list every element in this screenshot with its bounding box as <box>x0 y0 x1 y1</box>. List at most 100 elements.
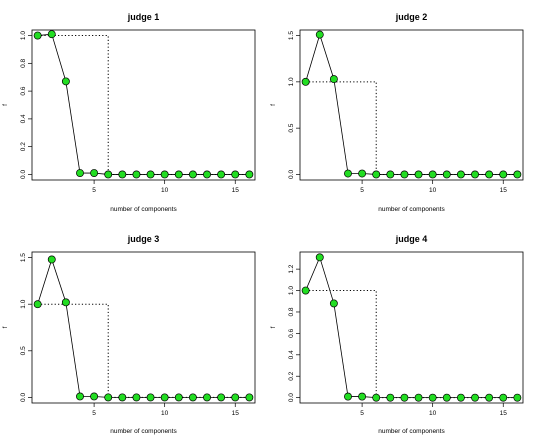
data-point <box>203 393 211 402</box>
data-point <box>160 393 169 402</box>
series-line <box>305 256 518 399</box>
data-point <box>400 393 409 402</box>
x-tick-label: 5 <box>92 187 96 194</box>
plot-frame <box>31 251 256 404</box>
series-dotted-step <box>305 290 518 399</box>
y-tick-label: 0.5 <box>288 123 295 132</box>
data-point <box>301 286 310 295</box>
data-point <box>329 75 338 84</box>
plot-frame <box>299 251 524 404</box>
data-point <box>344 392 352 401</box>
data-point <box>315 253 324 262</box>
chart-title: judge 1 <box>127 12 160 22</box>
x-tick-label: 15 <box>232 410 240 417</box>
data-point <box>146 170 155 179</box>
x-tick-label: 10 <box>161 410 169 417</box>
data-point <box>47 255 56 264</box>
data-point <box>456 170 465 179</box>
data-point <box>61 77 70 86</box>
data-point <box>414 170 423 179</box>
y-tick-label: 0.2 <box>288 371 295 380</box>
y-tick-label: 0.6 <box>20 86 27 95</box>
plot-frame <box>299 29 524 181</box>
x-tick-label: 10 <box>429 187 437 194</box>
x-axis-label: number of components <box>378 428 445 435</box>
data-point <box>132 393 141 402</box>
plot-frame <box>31 29 256 181</box>
data-point <box>146 393 155 402</box>
data-point <box>386 170 395 179</box>
data-point <box>301 77 310 86</box>
series-line <box>37 258 250 398</box>
data-point <box>485 393 494 402</box>
data-point <box>471 393 479 402</box>
data-point <box>372 170 381 179</box>
chart-title: judge 3 <box>127 234 160 244</box>
data-point <box>471 170 479 179</box>
y-axis-label: f <box>2 104 9 106</box>
x-tick-label: 5 <box>360 410 364 417</box>
y-tick-label: 0.4 <box>288 350 295 359</box>
y-tick-label: 0.6 <box>288 328 295 337</box>
data-point <box>245 393 254 402</box>
data-point <box>442 170 451 179</box>
data-point <box>428 170 437 179</box>
y-tick-label: 0.8 <box>20 58 27 67</box>
chart-title: judge 4 <box>395 234 428 244</box>
x-tick-label: 15 <box>232 187 240 194</box>
data-point <box>118 170 127 179</box>
data-point <box>174 170 183 179</box>
data-point <box>174 393 183 402</box>
y-axis-label: f <box>270 104 277 106</box>
data-point <box>90 169 99 178</box>
data-point <box>414 393 423 402</box>
series-line <box>37 33 250 175</box>
y-axis-label: f <box>2 326 9 328</box>
y-tick-label: 1.5 <box>20 253 27 262</box>
y-tick-label: 0.8 <box>288 307 295 316</box>
y-tick-label: 1.5 <box>288 31 295 40</box>
data-point <box>499 393 508 402</box>
series-dotted-step <box>37 303 250 398</box>
data-point <box>188 393 197 402</box>
data-point <box>456 393 465 402</box>
x-tick-label: 15 <box>500 187 508 194</box>
chart-panel-judge-1: judge 1 number of components f 5 10 15 0.0 0.2 0… <box>2 12 256 213</box>
y-tick-label: 0.0 <box>288 170 295 179</box>
chart-panel-judge-2: judge 2 number of components f 5 10 15 0.0 0.5 1… <box>270 12 524 213</box>
data-point <box>372 393 381 402</box>
data-point <box>47 30 56 39</box>
data-point <box>329 299 338 308</box>
data-point <box>188 170 197 179</box>
data-point <box>513 393 522 402</box>
data-point <box>344 169 352 178</box>
series-dotted-step <box>305 81 518 175</box>
x-tick-label: 10 <box>161 187 169 194</box>
y-tick-label: 0.2 <box>20 142 27 151</box>
data-point <box>104 393 113 402</box>
data-point <box>231 393 240 402</box>
data-point <box>203 170 211 179</box>
x-axis-label: number of components <box>110 428 177 435</box>
data-point <box>428 393 437 402</box>
x-axis-label: number of components <box>110 206 177 213</box>
data-point <box>132 170 141 179</box>
data-point <box>442 393 451 402</box>
y-tick-label: 0.0 <box>288 393 295 402</box>
data-point <box>61 298 70 307</box>
data-point <box>485 170 494 179</box>
data-point <box>33 300 42 309</box>
y-tick-label: 1.0 <box>288 286 295 295</box>
y-tick-label: 1.0 <box>20 31 27 40</box>
y-tick-label: 1.0 <box>288 77 295 86</box>
x-tick-label: 10 <box>429 410 437 417</box>
y-tick-label: 0.4 <box>20 114 27 123</box>
x-tick-label: 5 <box>360 187 364 194</box>
data-point <box>400 170 409 179</box>
chart-panel-judge-3: judge 3 number of components f 5 10 15 0.0 0.5 1… <box>2 234 256 435</box>
data-point <box>358 392 367 401</box>
x-tick-label: 5 <box>92 410 96 417</box>
data-point <box>245 170 254 179</box>
chart-panel-judge-4: judge 4 number of components f 5 10 15 0.0 0.2 0… <box>270 234 524 435</box>
